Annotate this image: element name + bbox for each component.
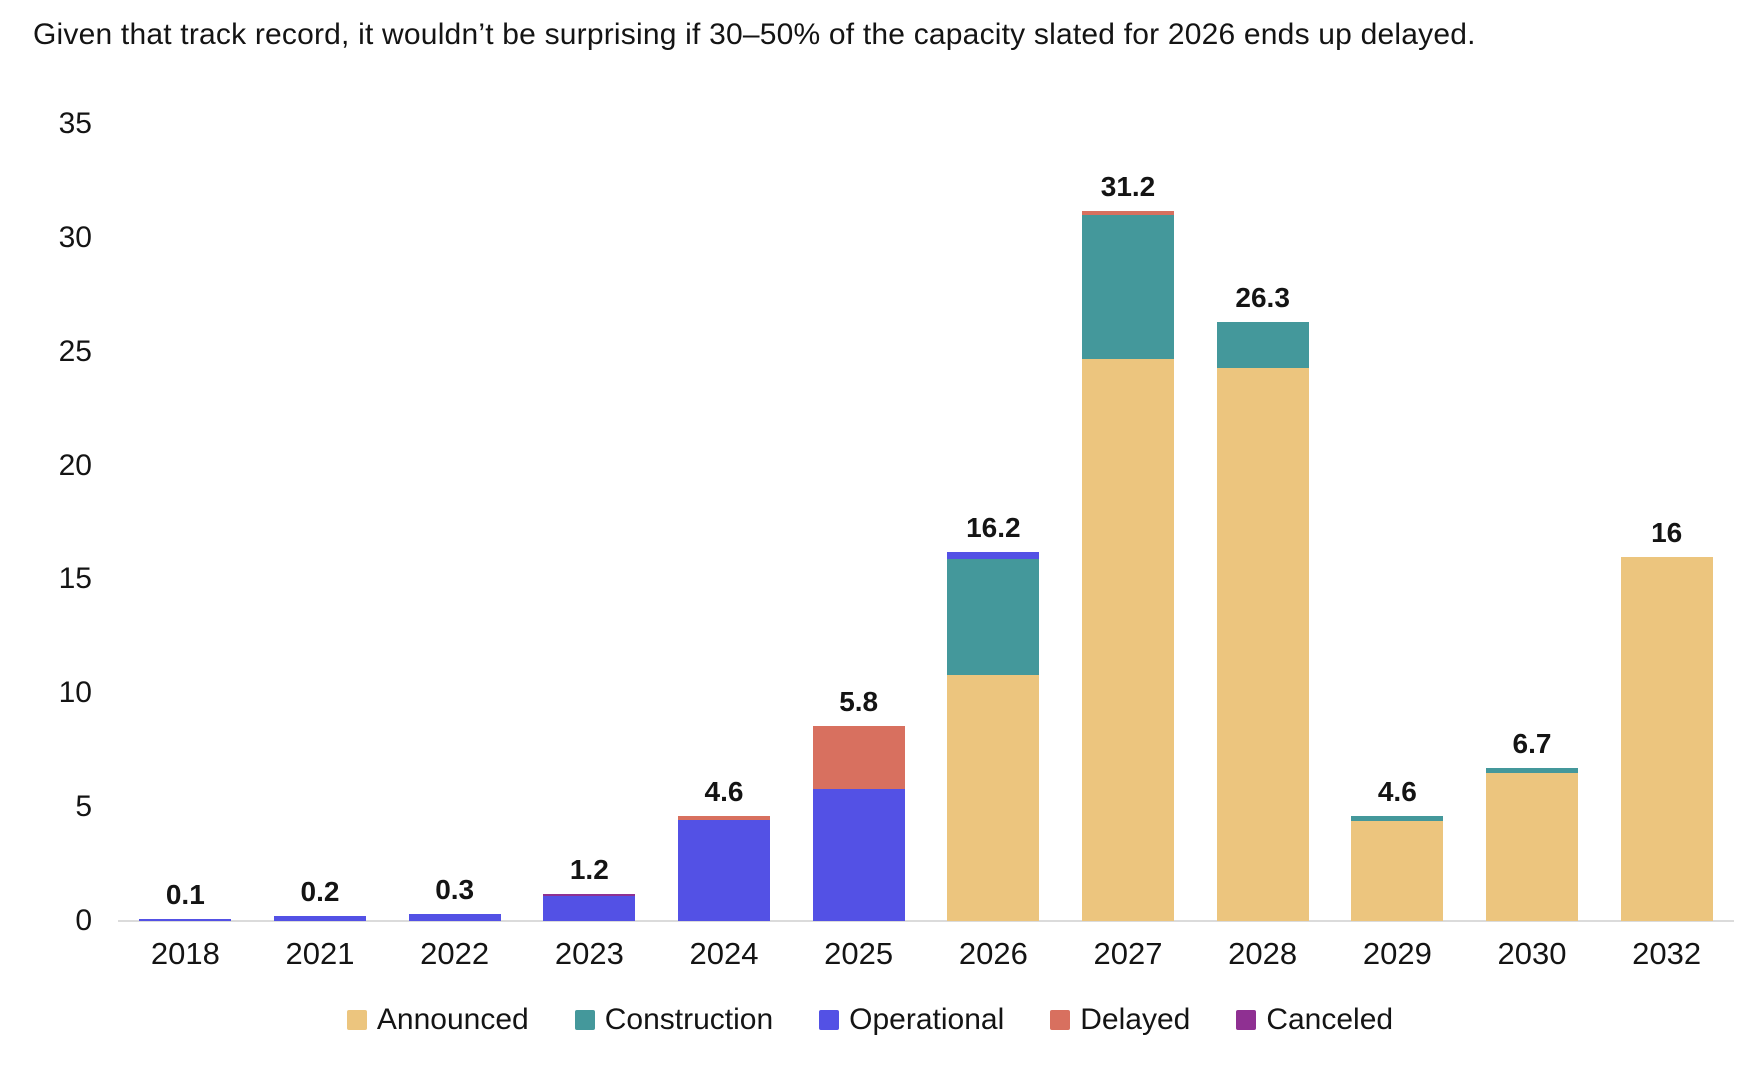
y-axis-tick-label: 35: [58, 107, 92, 141]
bar-value-label: 0.1: [165, 878, 205, 910]
legend-label: Operational: [849, 1003, 1005, 1036]
bar-value-label: 31.2: [1100, 170, 1156, 202]
bar-value-label: 16.2: [966, 512, 1021, 544]
x-axis-label: 2032: [1632, 936, 1702, 971]
legend-item-canceled: Canceled: [1236, 1003, 1393, 1037]
x-axis-label: 2030: [1497, 936, 1567, 971]
x-axis-label: 2029: [1362, 936, 1432, 971]
x-axis-label: 2018: [150, 936, 220, 971]
legend-item-construction: Construction: [574, 1003, 774, 1037]
y-axis-tick-label: 20: [58, 448, 92, 482]
y-axis-tick-label: 10: [58, 676, 92, 710]
bar-segment-announced: [1486, 772, 1578, 921]
y-axis-tick-label: 25: [58, 334, 92, 368]
legend-label: Announced: [376, 1003, 529, 1036]
y-axis-tick-label: 30: [58, 220, 92, 254]
bar-value-label: 4.6: [704, 776, 744, 808]
chart-legend: Announced Construction Operational Delayed C…: [0, 1003, 1740, 1037]
legend-swatch-operational: [819, 1010, 840, 1030]
bar-value-label: 16: [1651, 516, 1683, 548]
bar-segment-construction: [1216, 322, 1309, 368]
bar-value-label: 5.8: [839, 686, 879, 718]
bar-segment-construction: [947, 558, 1040, 676]
bar-value-label: 0.2: [300, 876, 340, 908]
bar-segment-operational: [274, 916, 366, 921]
bar-segment-announced: [947, 675, 1040, 921]
x-axis-label: 2023: [554, 936, 624, 971]
bar-segment-delayed: [812, 726, 905, 789]
legend-label: Delayed: [1080, 1003, 1191, 1036]
bar-segment-delayed: [1082, 210, 1174, 216]
y-axis-tick-label: 0: [75, 904, 92, 937]
bar-segment-announced: [1351, 820, 1444, 921]
legend-swatch-delayed: [1050, 1010, 1071, 1030]
y-axis-tick-label: 15: [58, 562, 92, 596]
bar-value-label: 0.3: [435, 874, 475, 906]
bar-segment-operational: [678, 819, 770, 921]
page-title: Given that track record, it wouldn’t be …: [33, 18, 1476, 51]
x-axis-label: 2024: [689, 936, 759, 971]
bar-segment-announced: [1082, 358, 1174, 921]
x-axis-label: 2026: [958, 936, 1028, 971]
bar-segment-construction: [1351, 816, 1444, 821]
y-axis-tick-label: 5: [75, 790, 92, 824]
x-axis-label: 2025: [824, 936, 894, 971]
bar-segment-canceled: [543, 893, 636, 896]
bar-segment-construction: [1082, 215, 1174, 359]
bar-segment-operational: [812, 788, 905, 921]
bar-segment-operational: [139, 918, 232, 921]
legend-swatch-construction: [574, 1010, 595, 1030]
legend-swatch-canceled: [1236, 1010, 1257, 1030]
bar-value-label: 4.6: [1377, 776, 1417, 808]
bar-segment-operational: [947, 552, 1040, 559]
bar-value-label: 6.7: [1512, 728, 1552, 760]
bar-value-label: 26.3: [1235, 282, 1290, 314]
x-axis-label: 2027: [1093, 936, 1163, 971]
legend-swatch-announced: [346, 1010, 367, 1030]
x-axis-baseline: [118, 920, 1734, 922]
bar-segment-delayed: [678, 816, 770, 820]
bar-segment-operational: [408, 914, 501, 921]
legend-item-announced: Announced: [346, 1003, 529, 1037]
bar-segment-operational: [543, 895, 636, 921]
legend-item-operational: Operational: [819, 1003, 1004, 1037]
x-axis-label: 2028: [1228, 936, 1298, 971]
x-axis-label: 2021: [285, 936, 355, 971]
legend-item-delayed: Delayed: [1050, 1003, 1190, 1037]
bar-segment-construction: [1486, 768, 1578, 773]
bar-value-label: 1.2: [569, 853, 609, 885]
x-axis-label: 2022: [420, 936, 490, 971]
legend-label: Construction: [604, 1003, 774, 1036]
bar-segment-announced: [1216, 367, 1309, 921]
legend-label: Canceled: [1266, 1003, 1394, 1036]
bar-segment-announced: [1620, 556, 1713, 921]
